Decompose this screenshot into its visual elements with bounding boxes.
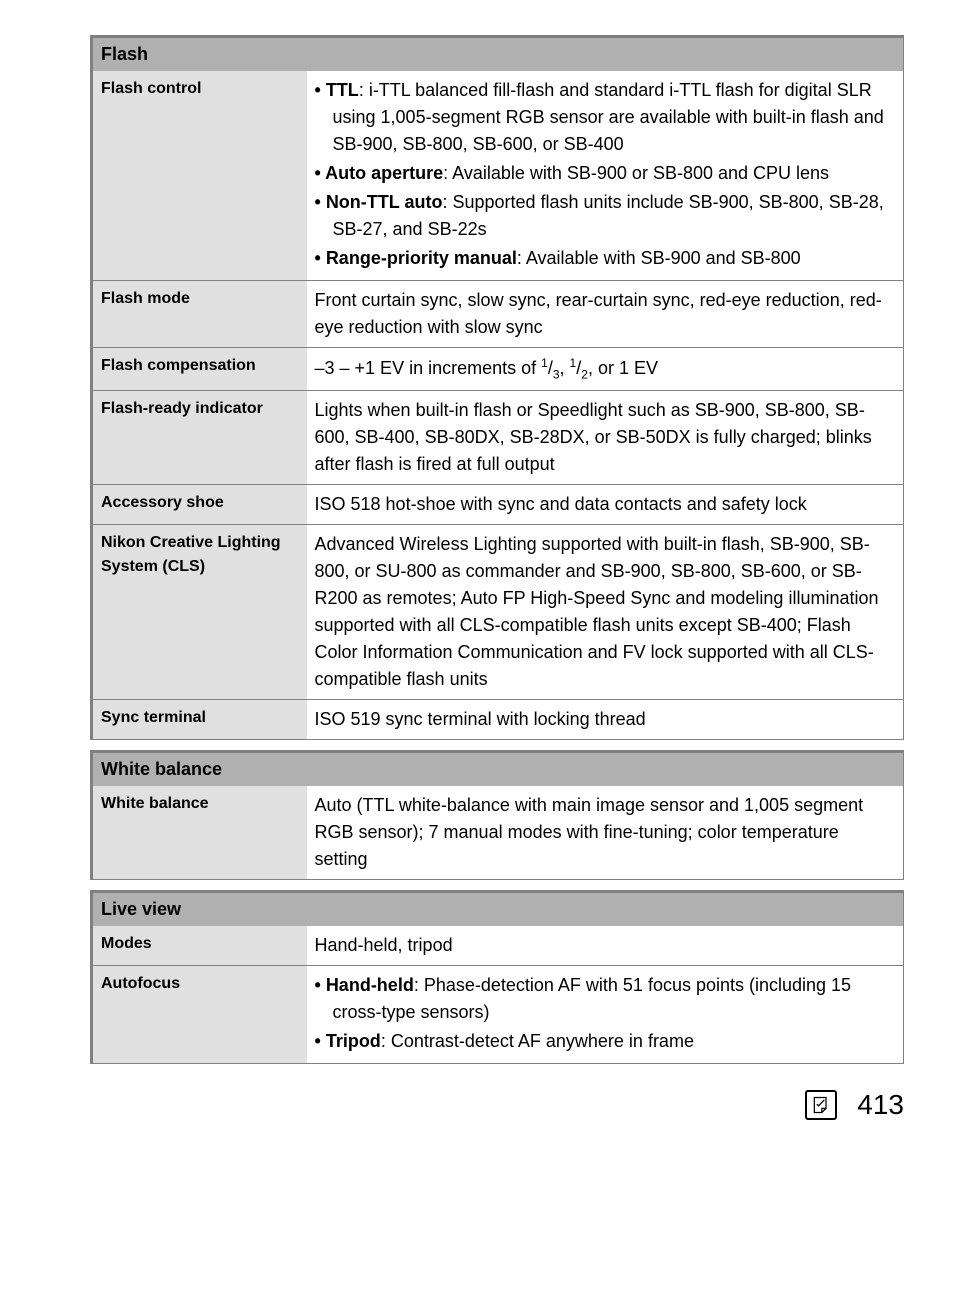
page-footer: 413 (90, 1089, 904, 1121)
flash-table: Flash Flash control TTL: i-TTL balanced … (90, 35, 904, 740)
comp-suffix: , or 1 EV (588, 358, 658, 378)
sync-terminal-label: Sync terminal (92, 699, 307, 739)
live-view-header: Live view (92, 891, 904, 926)
bullet-item: Range-priority manual: Available with SB… (315, 245, 896, 272)
bullet-bold: Range-priority manual (326, 248, 517, 268)
flash-header: Flash (92, 37, 904, 72)
bullet-text: : Contrast-detect AF anywhere in frame (381, 1031, 694, 1051)
flash-control-value: TTL: i-TTL balanced fill-flash and stand… (307, 71, 904, 281)
flash-compensation-label: Flash compensation (92, 348, 307, 391)
bullet-item: Tripod: Contrast-detect AF anywhere in f… (315, 1028, 896, 1055)
flash-control-bullets: TTL: i-TTL balanced fill-flash and stand… (315, 77, 896, 272)
tab-icon (805, 1090, 837, 1120)
autofocus-label: Autofocus (92, 965, 307, 1063)
sync-terminal-row: Sync terminal ISO 519 sync terminal with… (92, 699, 904, 739)
flash-ready-label: Flash-ready indicator (92, 390, 307, 484)
bullet-text: : i-TTL balanced fill-flash and standard… (333, 80, 884, 154)
section-header-row: Flash (92, 37, 904, 72)
white-balance-header: White balance (92, 751, 904, 786)
fraction-1-3: 1/3 (541, 358, 559, 378)
autofocus-bullets: Hand-held: Phase-detection AF with 51 fo… (315, 972, 896, 1055)
modes-row: Modes Hand-held, tripod (92, 926, 904, 966)
accessory-shoe-label: Accessory shoe (92, 484, 307, 524)
section-header-row: White balance (92, 751, 904, 786)
section-header-row: Live view (92, 891, 904, 926)
nikon-cls-label: Nikon Creative Lighting System (CLS) (92, 524, 307, 699)
page-number: 413 (857, 1089, 904, 1121)
flash-compensation-row: Flash compensation –3 – +1 EV in increme… (92, 348, 904, 391)
notes-icon (811, 1095, 831, 1115)
bullet-item: Auto aperture: Available with SB-900 or … (315, 160, 896, 187)
flash-mode-label: Flash mode (92, 281, 307, 348)
flash-mode-value: Front curtain sync, slow sync, rear-curt… (307, 281, 904, 348)
bullet-bold: Auto aperture (325, 163, 443, 183)
bullet-item: TTL: i-TTL balanced fill-flash and stand… (315, 77, 896, 158)
sync-terminal-value: ISO 519 sync terminal with locking threa… (307, 699, 904, 739)
white-balance-label: White balance (92, 786, 307, 880)
white-balance-value: Auto (TTL white-balance with main image … (307, 786, 904, 880)
bullet-bold: Hand-held (326, 975, 414, 995)
bullet-text: : Available with SB-900 or SB-800 and CP… (443, 163, 829, 183)
flash-ready-row: Flash-ready indicator Lights when built-… (92, 390, 904, 484)
live-view-table: Live view Modes Hand-held, tripod Autofo… (90, 890, 904, 1064)
modes-value: Hand-held, tripod (307, 926, 904, 966)
nikon-cls-row: Nikon Creative Lighting System (CLS) Adv… (92, 524, 904, 699)
flash-compensation-value: –3 – +1 EV in increments of 1/3, 1/2, or… (307, 348, 904, 391)
bullet-bold: Tripod (326, 1031, 381, 1051)
flash-control-row: Flash control TTL: i-TTL balanced fill-f… (92, 71, 904, 281)
flash-mode-row: Flash mode Front curtain sync, slow sync… (92, 281, 904, 348)
autofocus-row: Autofocus Hand-held: Phase-detection AF … (92, 965, 904, 1063)
nikon-cls-value: Advanced Wireless Lighting supported wit… (307, 524, 904, 699)
white-balance-row: White balance Auto (TTL white-balance wi… (92, 786, 904, 880)
bullet-text: : Available with SB-900 and SB-800 (517, 248, 801, 268)
bullet-bold: TTL (326, 80, 359, 100)
flash-control-label: Flash control (92, 71, 307, 281)
white-balance-table: White balance White balance Auto (TTL wh… (90, 750, 904, 880)
modes-label: Modes (92, 926, 307, 966)
accessory-shoe-row: Accessory shoe ISO 518 hot-shoe with syn… (92, 484, 904, 524)
flash-ready-value: Lights when built-in flash or Speedlight… (307, 390, 904, 484)
comp-prefix: –3 – +1 EV in increments of (315, 358, 542, 378)
accessory-shoe-value: ISO 518 hot-shoe with sync and data cont… (307, 484, 904, 524)
autofocus-value: Hand-held: Phase-detection AF with 51 fo… (307, 965, 904, 1063)
fraction-1-2: 1/2 (570, 358, 588, 378)
bullet-item: Non-TTL auto: Supported flash units incl… (315, 189, 896, 243)
bullet-bold: Non-TTL auto (326, 192, 443, 212)
bullet-item: Hand-held: Phase-detection AF with 51 fo… (315, 972, 896, 1026)
